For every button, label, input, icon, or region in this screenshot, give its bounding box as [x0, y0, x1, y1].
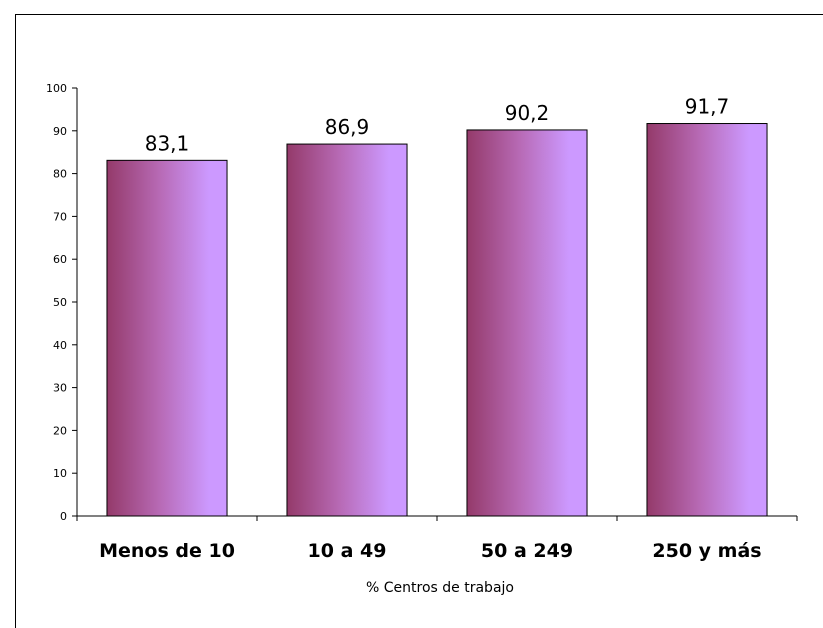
y-tick-label: 50 — [53, 296, 67, 309]
x-axis — [76, 515, 798, 521]
bar — [646, 123, 768, 517]
y-tick-label: 100 — [46, 82, 67, 95]
y-tick-label: 20 — [53, 424, 67, 437]
labels: 83,1 Menos de 10 86,9 10 a 49 90,2 50 a 249 91… — [99, 95, 762, 562]
data-label: 90,2 — [505, 101, 550, 125]
chart-frame — [15, 14, 823, 628]
y-tick-label: 60 — [53, 253, 67, 266]
bar — [106, 159, 228, 517]
bar — [466, 129, 588, 517]
y-tick-label: 80 — [53, 168, 67, 181]
y-axis: 0 10 20 30 40 50 60 70 80 90 100 — [46, 82, 78, 523]
data-label: 86,9 — [325, 115, 370, 139]
y-tick-label: 10 — [53, 467, 67, 480]
data-label: 83,1 — [145, 131, 190, 155]
y-tick-label: 70 — [53, 210, 67, 223]
category-label: 10 a 49 — [308, 540, 387, 562]
category-label: 50 a 249 — [481, 540, 573, 562]
y-tick-label: 30 — [53, 382, 67, 395]
bar — [286, 143, 408, 517]
category-label: 250 y más — [652, 540, 761, 562]
data-label: 91,7 — [685, 95, 730, 119]
category-label: Menos de 10 — [99, 540, 235, 562]
x-axis-title: % Centros de trabajo — [366, 580, 514, 596]
y-tick-label: 0 — [60, 510, 67, 523]
y-tick-label: 90 — [53, 125, 67, 138]
y-tick-label: 40 — [53, 339, 67, 352]
bars — [106, 123, 768, 517]
